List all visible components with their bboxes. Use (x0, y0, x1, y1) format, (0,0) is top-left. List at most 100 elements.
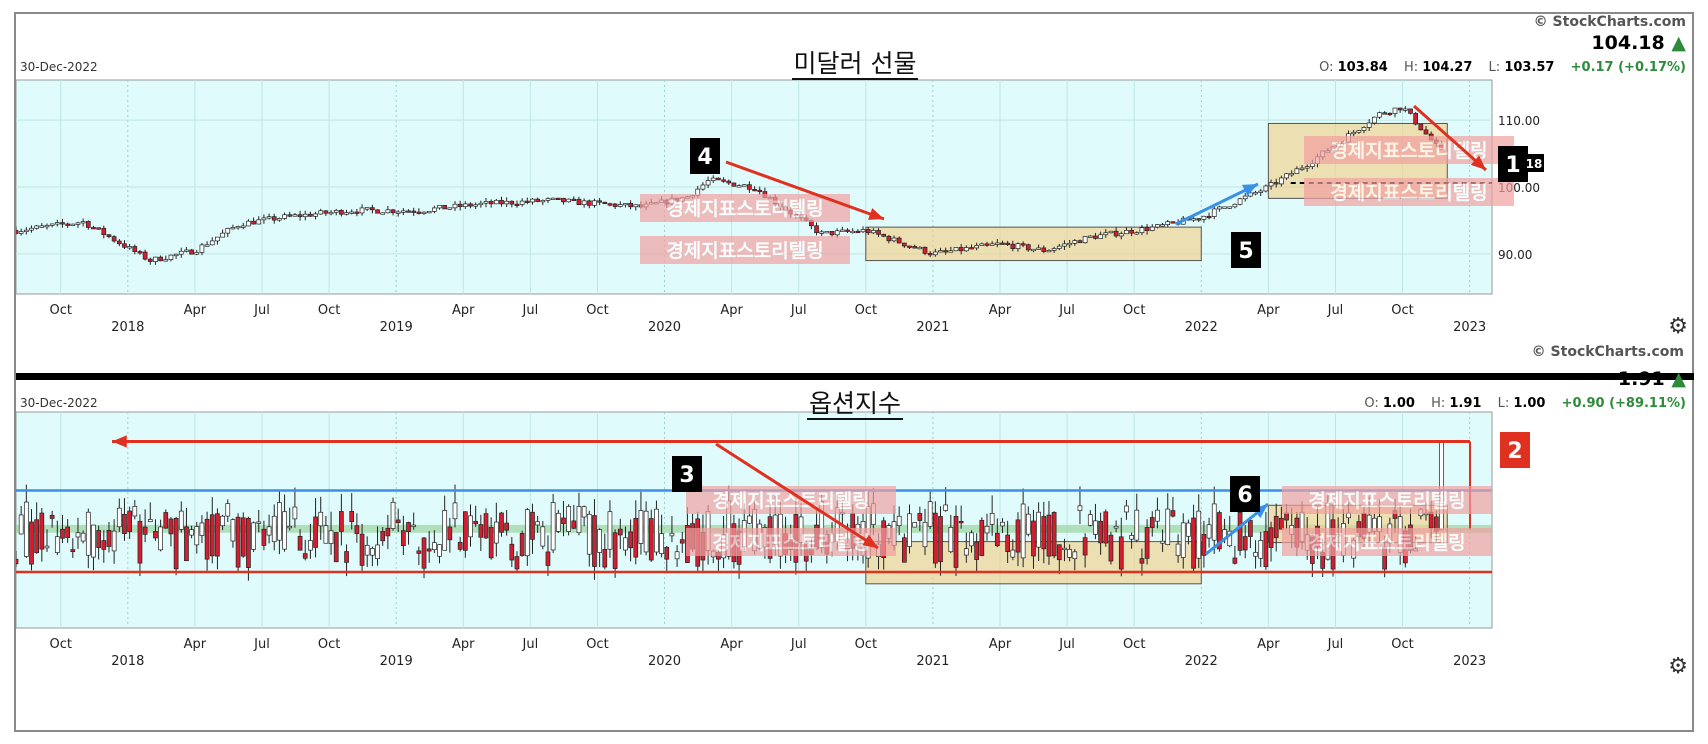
annotation-2: 2 (1500, 432, 1530, 468)
annotation-3: 3 (672, 456, 702, 492)
candle-body (483, 201, 489, 204)
candle-body (478, 524, 484, 538)
chart-date: 30-Dec-2022 (20, 396, 98, 410)
candle-body (1201, 533, 1207, 556)
down-trend-arrow (715, 442, 879, 550)
gear-icon[interactable]: ⚙ (1668, 654, 1688, 679)
candle-body (586, 513, 592, 555)
candle-body (1170, 510, 1176, 517)
x-tick-label: Apr (720, 637, 743, 652)
x-tick-label: Jul (790, 303, 807, 318)
candle-body (1046, 514, 1052, 557)
candle-body (101, 227, 107, 236)
candle-body (757, 189, 763, 192)
candle-body (375, 544, 380, 559)
candle-body (1248, 520, 1253, 537)
candle-body (571, 520, 577, 529)
candle-body (1284, 173, 1289, 179)
candle-body (18, 514, 24, 535)
options-index-panel: Oct Apr Jul Oct Apr Jul Oct Apr Jul Oct Apr Jul Oct A… (16, 368, 1694, 732)
candle-body (1428, 511, 1434, 529)
watermark-text: 경제지표스토리텔링 (1330, 182, 1487, 204)
candle-body (23, 229, 29, 233)
candle-body (1289, 173, 1295, 176)
candle-body (147, 519, 153, 523)
candle-body (1149, 226, 1155, 231)
us-dollar-futures-panel: Oct Apr Jul Oct Apr Jul Oct Apr Jul Oct Apr Jul Oct A… (16, 14, 1694, 374)
last-value: 1.91 ▲ (1617, 368, 1686, 390)
candle-body (612, 532, 618, 569)
candle-body (1377, 112, 1382, 118)
candle-body (426, 548, 432, 552)
candle-body (333, 210, 339, 213)
candle-body (943, 504, 949, 511)
candle-body (1423, 129, 1429, 135)
candle-body (452, 502, 458, 520)
candle-body (607, 511, 613, 550)
candle-body (1087, 514, 1093, 526)
candle-body (339, 511, 344, 532)
watermark: 경제지표스토리텔링 (640, 236, 850, 264)
candle-body (1382, 112, 1388, 115)
candle-body (142, 251, 148, 260)
candle-body (364, 207, 370, 210)
candle-body (137, 520, 143, 564)
candle-body (1103, 511, 1109, 544)
candle-body (912, 522, 918, 528)
x-tick-label: Jul (1058, 637, 1075, 652)
chart-frame: Oct Apr Jul Oct Apr Jul Oct Apr Jul Oct Apr Jul Oct A… (14, 12, 1694, 732)
stockcharts-credit[interactable]: © StockCharts.com (1531, 344, 1684, 360)
x-tick-label: Jul (253, 637, 270, 652)
watermark-box (640, 236, 850, 264)
candle-body (912, 246, 918, 249)
candle-body (215, 236, 220, 242)
candle-body (65, 223, 70, 226)
candle-body (411, 524, 417, 527)
chart-date: 30-Dec-2022 (20, 60, 98, 74)
candle-body (132, 506, 138, 517)
x-tick-label: Oct (49, 303, 71, 318)
candle-body (416, 550, 422, 554)
candle-body (375, 209, 380, 214)
gear-icon[interactable]: ⚙ (1668, 314, 1688, 339)
candle-body (1113, 230, 1119, 237)
x-year-label: 2022 (1185, 320, 1218, 335)
candle-body (106, 529, 112, 547)
chart-title: 미달러 선물 (791, 49, 919, 80)
annotation-box (690, 138, 720, 174)
candle-body (592, 200, 597, 206)
candle-body (1237, 198, 1243, 205)
stockcharts-credit[interactable]: © StockCharts.com (1533, 14, 1686, 30)
chart-title: 옵션지수 (806, 389, 903, 420)
candle-body (932, 251, 938, 256)
watermark-box (640, 194, 850, 222)
candle-body (617, 204, 623, 207)
candle-body (333, 532, 339, 563)
candle-body (550, 197, 556, 200)
candle-body (220, 515, 225, 527)
candle-body (189, 249, 194, 255)
candle-body (1098, 520, 1103, 544)
candle-body (359, 533, 365, 566)
candle-body (339, 210, 344, 215)
candle-body (917, 246, 923, 250)
candle-body (96, 530, 101, 548)
watermark-text: 경제지표스토리텔링 (1308, 490, 1465, 512)
candle-body (1310, 163, 1315, 167)
candle-body (256, 521, 262, 524)
candle-body (1160, 540, 1165, 544)
candle-body (328, 211, 334, 215)
peak-level-arrow-head (112, 435, 127, 448)
candle-body (271, 515, 277, 543)
candle-body (447, 526, 453, 541)
candle-body (938, 250, 943, 253)
candle-body (147, 258, 153, 262)
candle-body (969, 247, 974, 250)
candle-body (1103, 232, 1109, 236)
candle-body (736, 185, 742, 188)
candle-body (16, 230, 19, 234)
candle-body (1000, 521, 1005, 527)
candle-body (669, 532, 675, 537)
candle-body (876, 230, 881, 235)
candle-body (240, 225, 246, 228)
